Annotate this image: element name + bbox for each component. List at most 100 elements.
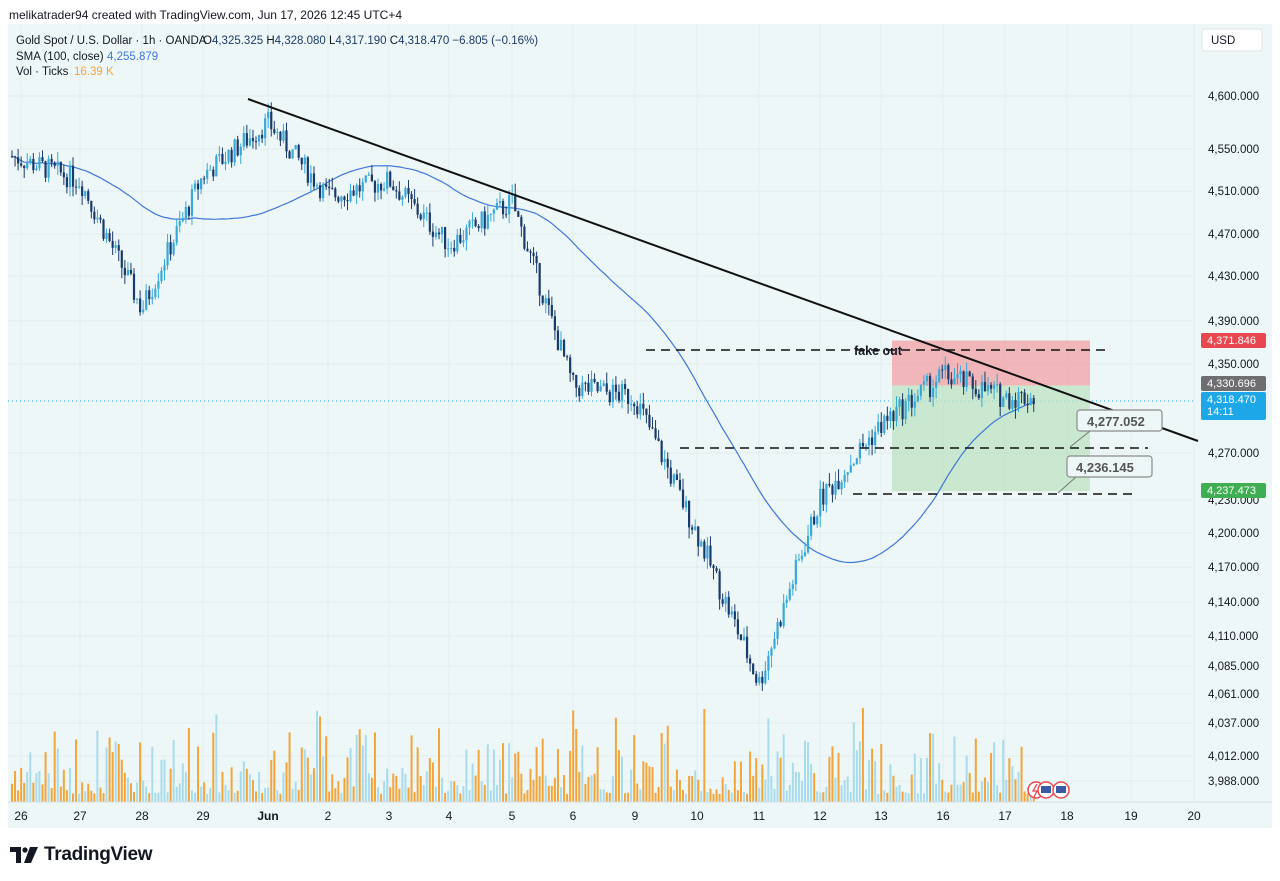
volume-bar: [148, 793, 151, 802]
economic-events[interactable]: [1027, 781, 1070, 799]
position-stop-zone[interactable]: [892, 340, 1090, 386]
volume-bar: [630, 769, 633, 802]
volume-bar: [813, 773, 816, 802]
volume-bar: [602, 789, 605, 802]
candle-body: [999, 384, 1002, 407]
candle-body: [477, 226, 480, 229]
candle-body: [102, 219, 105, 239]
candle-body: [681, 489, 685, 508]
currency-button[interactable]: USD: [1201, 28, 1263, 52]
drawings-layer[interactable]: [247, 98, 1199, 495]
volume-bar: [99, 787, 102, 802]
position-target-zone[interactable]: [892, 385, 1090, 492]
candle-body: [343, 196, 346, 201]
candle-body: [386, 171, 389, 189]
candle-body: [550, 304, 553, 317]
time-axis[interactable]: 26 27 28 29 Jun 2 3 4 5 6 9 10 11 12 13 16 17 18 19 20: [8, 801, 1272, 823]
volume-bar: [782, 734, 785, 802]
candle-body: [23, 165, 26, 169]
volume-bar: [883, 790, 886, 802]
volume-bar: [752, 775, 755, 802]
candle-body: [84, 191, 87, 197]
candle-body: [257, 134, 261, 142]
volume-bar: [114, 741, 117, 802]
volume-bar: [572, 710, 575, 802]
candle-body: [797, 559, 800, 561]
price-label-entry: 4,330.696: [1201, 376, 1266, 391]
svg-text:4,371.846: 4,371.846: [1207, 335, 1256, 347]
candle-body: [703, 541, 706, 559]
time-tick-label: 3: [386, 809, 393, 823]
volume-bar: [694, 770, 697, 802]
candle-body: [779, 621, 782, 627]
volume-bar: [541, 738, 544, 802]
price-tick-label: 4,270.000: [1208, 448, 1259, 460]
candle-body: [379, 184, 383, 191]
volume-bar: [361, 745, 364, 802]
candle-body: [776, 621, 779, 639]
candle-body: [68, 165, 72, 188]
volume-bar: [282, 772, 285, 802]
candle-body: [657, 438, 660, 441]
candle-body: [26, 163, 29, 169]
volume-bar: [739, 761, 742, 802]
short-position-tool[interactable]: [892, 340, 1090, 492]
volume-bar: [645, 762, 648, 802]
chart-pane[interactable]: 4,600.000 4,550.000 4,510.000 4,470.000 4,43…: [8, 24, 1272, 828]
candle-body: [556, 330, 560, 351]
price-axis[interactable]: 4,600.000 4,550.000 4,510.000 4,470.000 4,43…: [1208, 91, 1259, 788]
volume-bar: [502, 743, 505, 802]
candle-body: [532, 252, 535, 257]
candle-body: [35, 168, 38, 171]
volume-bar: [575, 728, 578, 802]
volume-bar: [53, 731, 56, 802]
candle-body: [727, 596, 730, 615]
candle-body: [877, 421, 880, 432]
candle-body: [495, 203, 499, 210]
candle-body: [730, 611, 733, 615]
volume-bar: [413, 792, 416, 802]
volume-bar: [505, 793, 508, 802]
fake-out-label[interactable]: fake out: [854, 344, 903, 358]
volume-bar: [950, 784, 953, 802]
candle-body: [831, 485, 834, 495]
candle-body: [355, 185, 358, 196]
volume-bar: [663, 743, 666, 802]
volume-bar: [468, 790, 471, 802]
time-tick-label: 20: [1187, 809, 1201, 823]
candle-body: [782, 603, 785, 627]
candle-body: [770, 648, 773, 656]
candle-body: [474, 219, 477, 227]
volume-bar: [14, 770, 17, 802]
callout-support-2[interactable]: 4,236.145: [1057, 455, 1153, 494]
candle-body: [593, 378, 596, 383]
tradingview-footer[interactable]: TradingView: [10, 842, 153, 868]
volume-bar: [477, 749, 480, 802]
volume-bar: [996, 785, 999, 802]
candle-body: [959, 371, 962, 375]
candle-body: [303, 157, 306, 165]
grid-layer: [8, 24, 1195, 802]
candle-body: [813, 516, 816, 525]
volume-bar: [11, 783, 13, 802]
price-chart[interactable]: 4,600.000 4,550.000 4,510.000 4,470.000 4,43…: [8, 24, 1272, 828]
candle-body: [764, 670, 767, 684]
callout-support-1[interactable]: 4,277.052: [1069, 409, 1163, 448]
candle-body: [468, 220, 471, 228]
volume-bar: [822, 792, 825, 802]
volume-bar: [434, 786, 437, 802]
volume-bar: [987, 781, 989, 802]
volume-bar: [377, 787, 379, 802]
volume-bar: [825, 786, 828, 802]
volume-bar: [578, 772, 581, 802]
volume-bar: [373, 732, 376, 802]
volume-bar: [779, 757, 782, 802]
volume-bar: [776, 751, 779, 802]
candle-body: [349, 190, 352, 202]
price-tick-label: 4,350.000: [1208, 359, 1259, 371]
volume-bar: [535, 747, 538, 802]
candle-body: [547, 298, 550, 305]
legend-vol-label: Vol · Ticks: [16, 66, 69, 78]
volume-bar: [404, 773, 407, 802]
volume-bar: [117, 743, 120, 802]
